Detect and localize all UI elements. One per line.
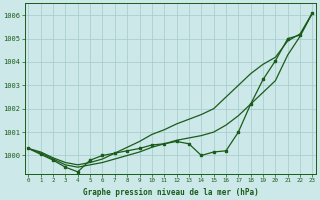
X-axis label: Graphe pression niveau de la mer (hPa): Graphe pression niveau de la mer (hPa) <box>83 188 258 197</box>
